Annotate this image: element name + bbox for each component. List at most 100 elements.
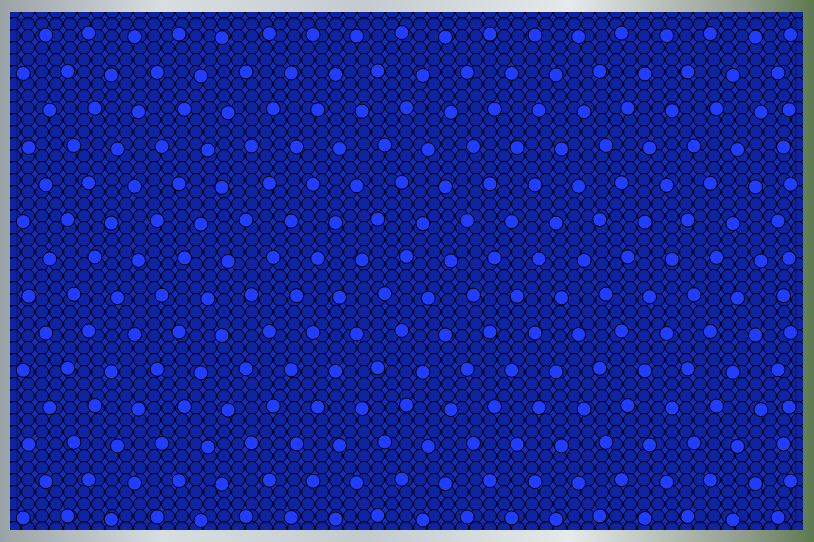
point <box>505 511 519 525</box>
point <box>128 328 142 342</box>
point <box>329 216 343 230</box>
point <box>39 28 53 42</box>
point <box>643 438 657 452</box>
point <box>110 439 124 453</box>
point <box>306 325 320 339</box>
point <box>643 290 657 304</box>
point <box>687 436 701 450</box>
point <box>777 437 791 451</box>
point <box>244 139 258 153</box>
backdrop-shade <box>10 12 803 530</box>
point <box>710 399 724 413</box>
point <box>221 106 235 120</box>
point <box>262 176 276 190</box>
point <box>239 213 253 227</box>
point <box>572 30 586 44</box>
points <box>16 26 797 528</box>
point <box>350 327 364 341</box>
point <box>172 474 186 488</box>
point <box>687 139 701 153</box>
point <box>703 473 717 487</box>
point <box>532 252 546 266</box>
point <box>599 287 613 301</box>
point <box>416 365 430 379</box>
point <box>771 363 785 377</box>
point <box>528 475 542 489</box>
point <box>333 142 347 156</box>
point <box>39 326 53 340</box>
point <box>710 102 724 116</box>
point <box>378 138 392 152</box>
point <box>703 324 717 338</box>
point <box>290 437 304 451</box>
point <box>599 139 613 153</box>
point <box>201 292 215 306</box>
point <box>266 399 280 413</box>
point <box>593 64 607 78</box>
point <box>16 215 30 229</box>
point <box>177 251 191 265</box>
point <box>731 291 745 305</box>
point <box>371 361 385 375</box>
point <box>400 101 414 115</box>
point <box>104 512 118 526</box>
point <box>177 400 191 414</box>
point <box>643 141 657 155</box>
point <box>460 65 474 79</box>
point <box>395 323 409 337</box>
point <box>438 328 452 342</box>
point <box>505 363 519 377</box>
point <box>771 214 785 228</box>
point <box>128 476 142 490</box>
point <box>593 213 607 227</box>
point <box>132 402 146 416</box>
point <box>329 512 343 526</box>
point <box>638 215 652 229</box>
point <box>549 68 563 82</box>
point <box>16 511 30 525</box>
point <box>483 27 497 41</box>
point <box>395 26 409 40</box>
point <box>784 28 798 42</box>
point <box>177 102 191 116</box>
point <box>239 362 253 376</box>
point <box>244 288 258 302</box>
point <box>61 213 75 227</box>
point <box>483 325 497 339</box>
point <box>395 175 409 189</box>
point <box>172 27 186 41</box>
point <box>777 140 791 154</box>
point <box>505 66 519 80</box>
point <box>110 142 124 156</box>
point <box>510 437 524 451</box>
point <box>239 509 253 523</box>
point <box>329 364 343 378</box>
point <box>438 30 452 44</box>
point <box>782 103 796 117</box>
point <box>61 509 75 523</box>
point <box>201 440 215 454</box>
point <box>466 140 480 154</box>
point <box>284 363 298 377</box>
point <box>638 364 652 378</box>
point <box>350 476 364 490</box>
point <box>748 328 762 342</box>
point <box>577 253 591 267</box>
point-cloud-backdrop <box>10 12 803 530</box>
point <box>754 403 768 417</box>
point <box>371 212 385 226</box>
point <box>194 69 208 83</box>
point <box>155 288 169 302</box>
point <box>599 435 613 449</box>
point <box>703 27 717 41</box>
point <box>306 28 320 42</box>
point <box>681 509 695 523</box>
point <box>215 477 229 491</box>
point <box>67 139 81 153</box>
point <box>88 101 102 115</box>
point <box>333 438 347 452</box>
point <box>416 68 430 82</box>
point <box>39 475 53 489</box>
point <box>82 473 96 487</box>
point <box>777 289 791 303</box>
